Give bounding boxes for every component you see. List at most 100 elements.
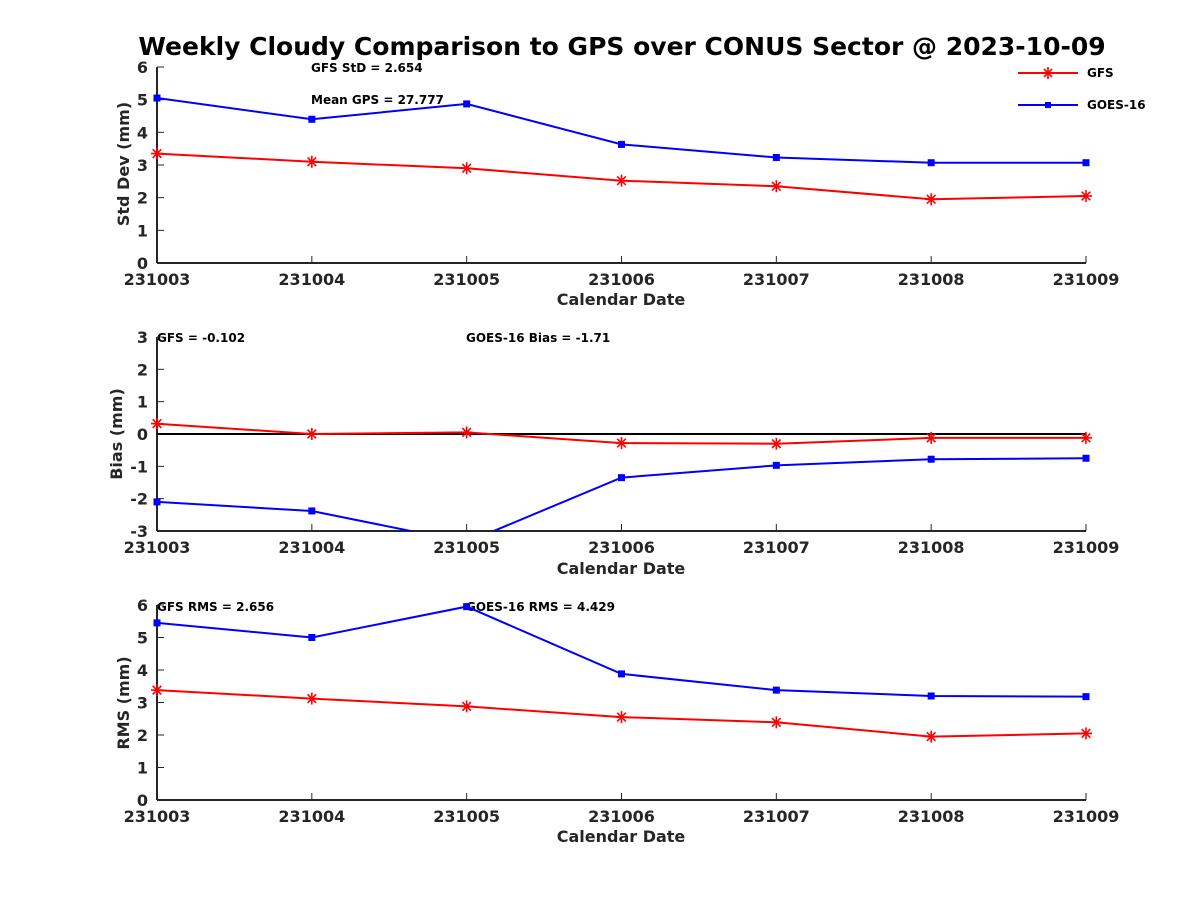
bias-xtick-label: 231003: [124, 538, 191, 557]
rms-gfs-point-stroke: [771, 717, 782, 728]
legend-gfs-marker: [1042, 67, 1054, 79]
bias-xtick-label: 231009: [1053, 538, 1120, 557]
std-dev-gfs-point-stroke: [152, 148, 162, 159]
std-dev-xlabel: Calendar Date: [557, 290, 686, 309]
std-dev-gfs-point: [151, 147, 163, 160]
std-dev-gfs-point-stroke: [926, 194, 937, 205]
gfs-rms-annotation: GFS RMS = 2.656: [157, 600, 274, 614]
std-dev-gfs-point: [925, 193, 938, 206]
std-dev-panel: Std Dev (mm) Calendar Date GFS StD = 2.6…: [114, 58, 1146, 309]
bias-ytick-label: 3: [137, 328, 148, 347]
std-dev-ylabel: Std Dev (mm): [114, 102, 133, 226]
std-dev-gfs-point: [305, 155, 318, 168]
rms-gfs-point: [305, 692, 318, 705]
std-dev-goes-16-point: [463, 100, 471, 108]
bias-xtick-label: 231007: [743, 538, 810, 557]
rms-xtick-label: 231004: [278, 807, 345, 826]
legend-gfs-label: GFS: [1087, 66, 1114, 80]
rms-ylabel: RMS (mm): [114, 656, 133, 749]
rms-xtick-label: 231003: [124, 807, 191, 826]
rms-ytick-label: 3: [137, 694, 148, 713]
std-dev-ytick-label: 2: [137, 189, 148, 208]
goes-rms-annotation: GOES-16 RMS = 4.429: [466, 600, 615, 614]
bias-xtick-label: 231008: [898, 538, 965, 557]
rms-xtick-label: 231006: [588, 807, 655, 826]
rms-ytick-label: 0: [137, 791, 148, 810]
std-dev-ytick-label: 4: [137, 123, 148, 142]
bias-ytick-label: -2: [130, 490, 148, 509]
rms-gfs-point: [460, 700, 473, 713]
bias-goes-16-point: [1082, 454, 1090, 462]
std-dev-gfs-point: [615, 174, 628, 187]
rms-ytick-label: 2: [137, 726, 148, 745]
rms-xtick-label: 231007: [743, 807, 810, 826]
bias-gfs-point: [460, 426, 473, 439]
std-dev-xtick-label: 231003: [124, 270, 191, 289]
rms-gfs-point: [1080, 727, 1092, 740]
bias-gfs-point-stroke: [771, 438, 782, 449]
rms-goes-16-point: [1082, 693, 1090, 701]
rms-goes-16-point: [463, 603, 471, 611]
legend-goes-marker: [1045, 102, 1051, 108]
std-dev-xtick-label: 231004: [278, 270, 345, 289]
bias-gfs-point: [305, 428, 318, 440]
rms-ytick-label: 5: [137, 629, 148, 648]
std-dev-xtick-label: 231006: [588, 270, 655, 289]
rms-gfs-point: [925, 730, 938, 743]
std-dev-xtick-label: 231005: [433, 270, 500, 289]
rms-goes-16-line: [157, 605, 1086, 698]
bias-gfs-point-stroke: [152, 418, 162, 429]
legend-goes-label: GOES-16: [1087, 98, 1146, 112]
bias-gfs-point-stroke: [461, 427, 472, 438]
gfs-bias-annotation: GFS = -0.102: [157, 331, 245, 345]
std-dev-ytick-label: 1: [137, 221, 148, 240]
rms-gfs-point-stroke: [616, 712, 627, 722]
std-dev-gfs-point-stroke: [771, 181, 782, 192]
bias-gfs-point: [151, 417, 163, 430]
std-dev-xtick-label: 231007: [743, 270, 810, 289]
mean-gps-annotation: Mean GPS = 27.777: [311, 93, 444, 107]
std-dev-ytick-label: 0: [137, 254, 148, 273]
legend: GFS GOES-16: [1018, 66, 1146, 112]
std-dev-gfs-point-stroke: [461, 163, 472, 174]
std-dev-xtick-label: 231008: [898, 270, 965, 289]
std-dev-goes-16-point: [772, 153, 780, 161]
rms-xtick-label: 231005: [433, 807, 500, 826]
chart-title: Weekly Cloudy Comparison to GPS over CON…: [138, 32, 1105, 61]
std-dev-goes-16-point: [308, 115, 316, 123]
rms-goes-16-point: [618, 670, 625, 678]
bias-gfs-point-stroke: [926, 433, 937, 443]
bias-xlabel: Calendar Date: [557, 559, 686, 578]
bias-gfs-point: [770, 437, 783, 450]
bias-gfs-point: [925, 431, 938, 444]
bias-xtick-label: 231005: [433, 538, 500, 557]
std-dev-xtick-label: 231009: [1053, 270, 1120, 289]
bias-panel: Bias (mm) Calendar Date GFS = -0.102 GOE…: [107, 328, 1119, 578]
rms-gfs-point: [151, 684, 163, 697]
bias-goes-16-point: [927, 455, 935, 463]
bias-gfs-point-stroke: [1081, 433, 1091, 443]
std-dev-goes-16-point: [927, 159, 935, 167]
std-dev-gfs-point: [460, 162, 473, 175]
bias-gfs-point: [1080, 431, 1092, 444]
rms-ytick-label: 4: [137, 661, 148, 680]
std-dev-gfs-point: [770, 180, 783, 193]
rms-gfs-point-stroke: [1081, 728, 1091, 739]
rms-ytick-label: 1: [137, 759, 148, 778]
goes-bias-annotation: GOES-16 Bias = -1.71: [466, 331, 610, 345]
std-dev-gfs-point-stroke: [306, 156, 317, 167]
rms-goes-16-point: [927, 692, 935, 700]
bias-ytick-label: 2: [137, 360, 148, 379]
std-dev-ytick-label: 5: [137, 91, 148, 110]
bias-gfs-point-stroke: [616, 438, 627, 448]
std-dev-ytick-label: 6: [137, 58, 148, 77]
rms-gfs-point-stroke: [461, 701, 472, 712]
bias-gfs-point: [615, 437, 628, 450]
bias-gfs-point-stroke: [306, 429, 317, 439]
bias-goes-16-point: [772, 461, 780, 469]
rms-goes-16-point: [308, 634, 316, 641]
rms-panel: RMS (mm) Calendar Date GFS RMS = 2.656 G…: [114, 596, 1119, 846]
std-dev-goes-16-point: [618, 140, 625, 148]
std-dev-goes-16-line: [157, 97, 1086, 164]
